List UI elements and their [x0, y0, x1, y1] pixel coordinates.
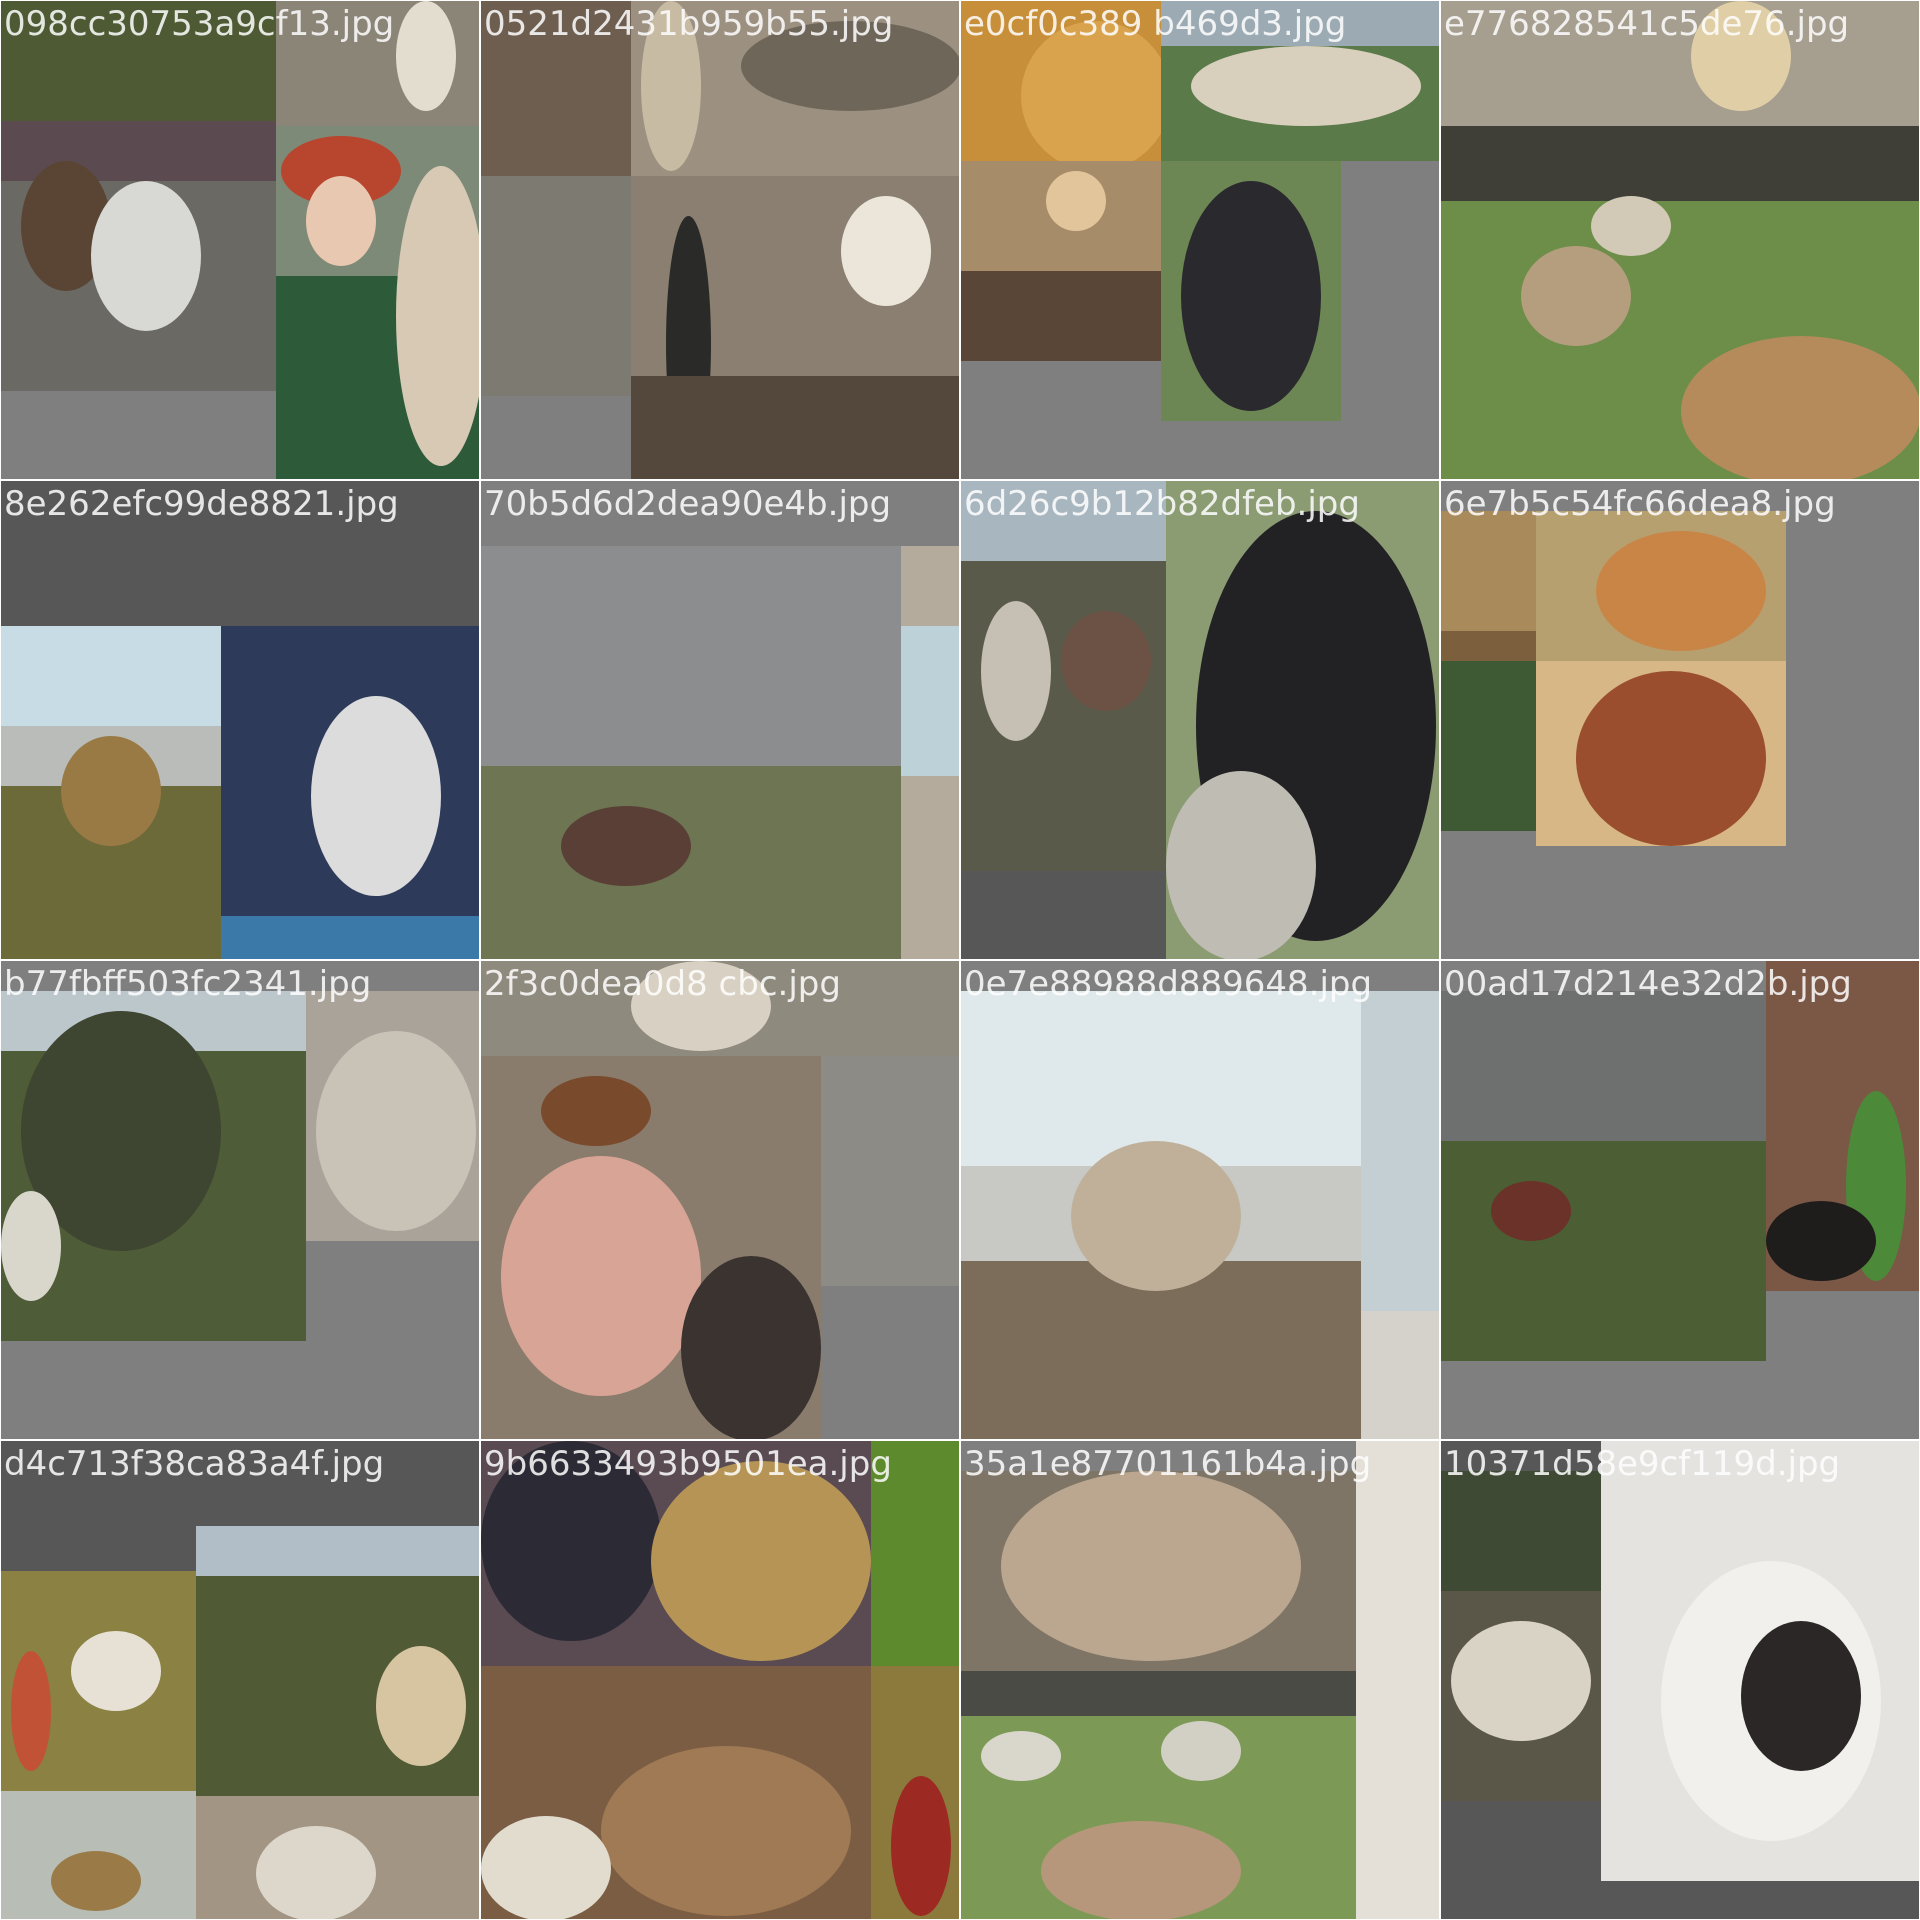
photo-sheep-fence — [1161, 1, 1439, 161]
photo-machu-picchu-alpaca — [196, 1526, 479, 1796]
photo-llama-closeup-hay — [961, 1471, 1356, 1671]
photo-alpaca-lake — [1, 1791, 196, 1919]
montage-tile — [0, 960, 480, 1440]
photo-child-red — [871, 1666, 959, 1919]
montage-tile — [0, 0, 480, 480]
photo-sheep-alpaca-pasture — [961, 1671, 1356, 1919]
photo-llamas-fence — [961, 481, 1166, 871]
photo-alpaca-legs — [276, 1, 479, 126]
photo-staircase-top — [631, 1, 959, 176]
photo-woman-with-llamas — [481, 1056, 821, 1439]
photo-white-alpaca-pen — [221, 626, 479, 959]
photo-brown-alpaca-face — [1536, 661, 1786, 846]
photo-alpaca-lakeside — [961, 991, 1361, 1439]
photo-stone-building — [481, 1, 631, 396]
montage-tile — [480, 1440, 960, 1920]
montage-tile — [960, 1440, 1440, 1920]
montage-tile — [0, 480, 480, 960]
photo-alpaca-hay — [1536, 511, 1786, 661]
photo-sheep-alpacas-field — [1441, 126, 1919, 479]
photo-edge-strip — [901, 546, 959, 959]
photo-black-llama-closeup — [1166, 481, 1439, 959]
montage-tile — [480, 960, 960, 1440]
photo-alpaca-fleece — [306, 991, 479, 1241]
photo-child-with-alpaca — [1, 1571, 196, 1791]
montage-tile — [1440, 1440, 1920, 1920]
montage-tile — [1440, 960, 1920, 1440]
photo-black-llama — [1161, 161, 1341, 421]
photo-alpacas-cloudy-field — [481, 546, 901, 959]
photo-green-field — [871, 1441, 959, 1666]
photo-alpacas-yard — [1441, 1471, 1601, 1801]
photo-building-edge — [1361, 991, 1439, 1439]
photo-woman-and-dog — [1766, 961, 1919, 1291]
montage-tile — [1440, 480, 1920, 960]
photo-alpaca-shore — [1, 626, 221, 959]
montage-tile — [1440, 0, 1920, 480]
photo-barn-interior — [1441, 511, 1536, 831]
photo-alpaca-legs-dirt — [1441, 1, 1919, 126]
montage-tile — [0, 1440, 480, 1920]
photo-llama-feeding — [481, 1441, 871, 1666]
photo-decorated-alpacas — [196, 1796, 479, 1919]
photo-alpacas-pen — [1, 1, 276, 391]
photo-alpacas-meadow — [1441, 991, 1766, 1361]
montage-tile — [960, 960, 1440, 1440]
montage-tile — [480, 0, 960, 480]
photo-llama-golden — [961, 1, 1161, 161]
photo-alpaca-legs-top — [481, 961, 959, 1056]
montage-tile — [960, 480, 1440, 960]
photo-white-llama-face — [1601, 1441, 1919, 1881]
photo-machu-picchu-llama — [1, 991, 306, 1341]
montage-tile — [960, 0, 1440, 480]
photo-snow-edge — [1356, 1441, 1439, 1919]
photo-woman-with-llama — [276, 126, 479, 479]
montage-tile — [480, 480, 960, 960]
photo-llama-stairs — [961, 161, 1161, 361]
photo-decorated-llamas — [481, 1666, 871, 1919]
photo-man-llama-stairs — [631, 176, 959, 479]
photo-pavement — [821, 1056, 959, 1286]
